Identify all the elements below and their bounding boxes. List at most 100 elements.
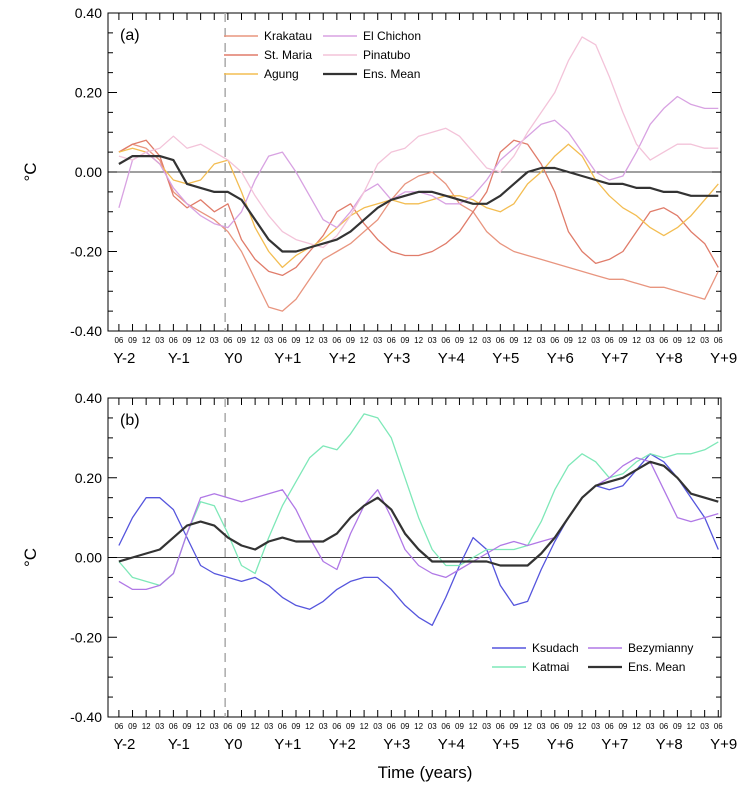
series-line-krakatau: [118, 143, 719, 312]
x-month-label: 12: [305, 722, 314, 731]
legend-label: Ens. Mean: [628, 660, 685, 674]
x-month-label: 03: [428, 722, 437, 731]
series-line-st-maria: [118, 139, 719, 277]
x-year-label: Y+3: [383, 350, 410, 367]
x-month-label: 12: [414, 336, 423, 345]
x-month-label: 12: [578, 336, 587, 345]
x-year-label: Y+4: [438, 736, 465, 753]
x-month-label: 06: [332, 722, 341, 731]
x-month-label: 09: [564, 722, 573, 731]
x-month-label: 09: [618, 722, 627, 731]
x-month-label: 12: [687, 336, 696, 345]
x-month-label: 03: [482, 336, 491, 345]
x-month-label: 03: [210, 722, 219, 731]
x-month-label: 09: [618, 336, 627, 345]
legend-label: Bezymianny: [628, 641, 693, 655]
x-month-label: 03: [319, 722, 328, 731]
x-year-label: Y+1: [274, 736, 301, 753]
x-month-label: 12: [687, 722, 696, 731]
legend-label: Pinatubo: [363, 48, 411, 62]
x-year-label: Y+2: [329, 736, 356, 753]
x-month-label: 12: [305, 336, 314, 345]
x-month-label: 12: [523, 722, 532, 731]
x-month-label: 12: [632, 336, 641, 345]
x-month-label: 12: [578, 722, 587, 731]
y-tick-label: -0.20: [70, 244, 102, 260]
y-tick-label: 0.00: [75, 164, 102, 180]
x-year-label: Y+5: [492, 736, 519, 753]
x-month-label: 03: [155, 722, 164, 731]
x-month-label: 06: [605, 722, 614, 731]
x-month-label: 06: [387, 722, 396, 731]
x-month-label: 06: [114, 336, 123, 345]
x-month-label: 06: [550, 722, 559, 731]
x-month-label: 09: [455, 722, 464, 731]
x-month-label: 12: [251, 722, 260, 731]
x-year-label: Y+6: [547, 736, 574, 753]
x-month-label: 03: [264, 722, 273, 731]
x-month-label: 03: [700, 722, 709, 731]
series-line-agung: [118, 143, 719, 269]
series-line-katmai: [118, 413, 719, 587]
legend-label: St. Maria: [264, 48, 312, 62]
panel-label: (a): [120, 27, 140, 44]
x-year-label: Y+5: [492, 350, 519, 367]
x-month-label: 09: [292, 336, 301, 345]
series-line-ksudach: [118, 453, 719, 626]
x-month-label: 09: [346, 336, 355, 345]
x-month-label: 12: [360, 336, 369, 345]
x-year-label: Y+4: [438, 350, 465, 367]
x-month-label: 06: [441, 336, 450, 345]
series-line-ens-mean: [118, 460, 719, 567]
y-axis-label: °C: [21, 162, 40, 181]
y-tick-label: -0.20: [70, 629, 102, 645]
x-year-label: Y0: [224, 736, 242, 753]
x-month-label: 06: [659, 336, 668, 345]
chart-panel-1: -0.40 -0.20 0.00 0.20 0.40 °C 06 09 12 Y-2 03 06 09 1…: [21, 5, 737, 367]
x-month-label: 06: [441, 722, 450, 731]
x-month-label: 06: [223, 336, 232, 345]
series-line-el-chichon: [118, 95, 719, 229]
x-year-label: Y-2: [113, 350, 135, 367]
x-year-label: Y+8: [656, 350, 683, 367]
x-year-label: Y+8: [656, 736, 683, 753]
x-month-label: 06: [114, 722, 123, 731]
x-month-label: 12: [196, 722, 205, 731]
x-axis-label: Time (years): [378, 763, 473, 782]
y-tick-label: 0.20: [75, 85, 102, 101]
x-month-label: 03: [591, 336, 600, 345]
x-month-label: 12: [523, 336, 532, 345]
legend: Ksudach Katmai Bezymianny Ens. Mean: [492, 641, 693, 674]
x-month-label: 09: [346, 722, 355, 731]
x-month-label: 03: [646, 336, 655, 345]
x-month-label: 09: [128, 336, 137, 345]
x-month-label: 03: [591, 722, 600, 731]
y-tick-label: 0.00: [75, 550, 102, 566]
x-month-label: 09: [183, 336, 192, 345]
legend-label: Krakatau: [264, 29, 312, 43]
series-line-bezymianny: [118, 457, 719, 591]
x-month-label: 06: [223, 722, 232, 731]
x-month-label: 12: [142, 336, 151, 345]
x-month-label: 09: [292, 722, 301, 731]
x-month-label: 12: [142, 722, 151, 731]
x-month-label: 09: [401, 336, 410, 345]
legend-label: Agung: [264, 67, 299, 81]
chart-panel-2: -0.40 -0.20 0.00 0.20 0.40 °C 06 09 12 Y-2 03 06 09 1…: [21, 390, 737, 753]
x-month-label: 12: [632, 722, 641, 731]
x-month-label: 06: [169, 336, 178, 345]
x-month-label: 09: [401, 722, 410, 731]
x-month-label: 12: [469, 336, 478, 345]
x-year-label: Y+7: [601, 350, 628, 367]
x-year-label: Y+3: [383, 736, 410, 753]
y-axis-label: °C: [21, 548, 40, 567]
y-tick-label: 0.20: [75, 470, 102, 486]
x-month-label: 09: [237, 336, 246, 345]
x-year-label: Y+7: [601, 736, 628, 753]
series-line-pinatubo: [118, 36, 719, 249]
x-month-label: 09: [673, 722, 682, 731]
x-year-label: Y+2: [329, 350, 356, 367]
x-month-label: 12: [196, 336, 205, 345]
y-tick-label: 0.40: [75, 390, 102, 406]
